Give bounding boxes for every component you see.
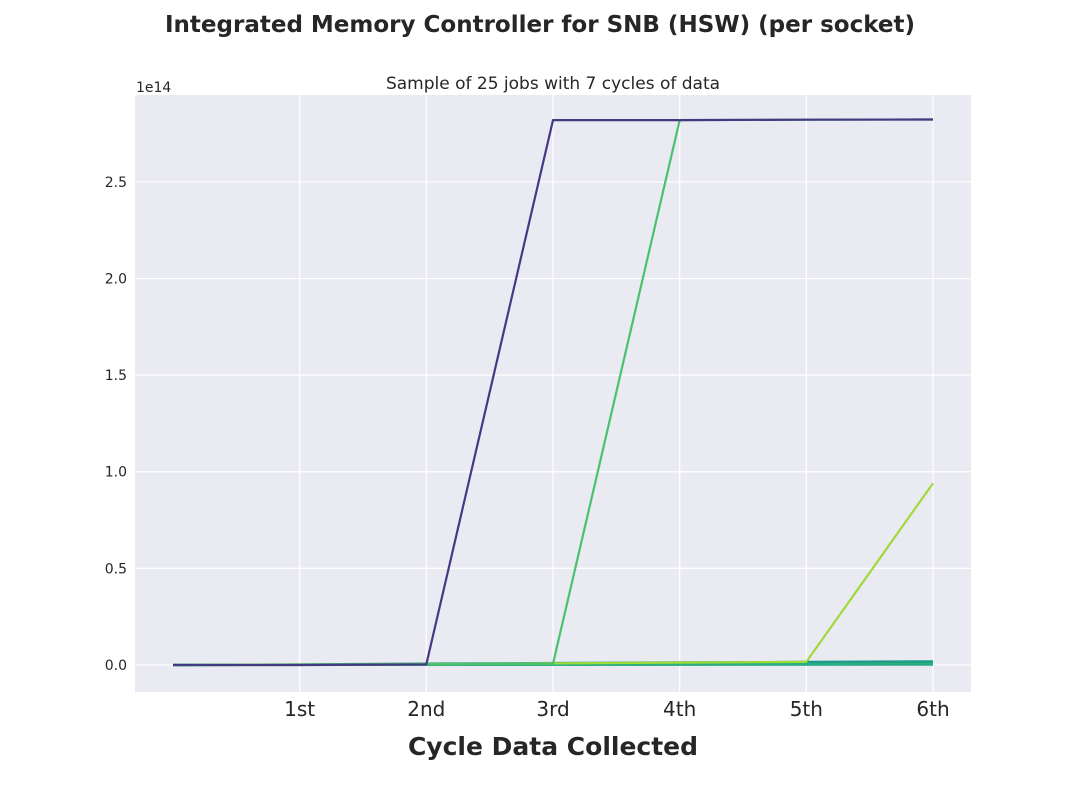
y-tick-label: 1.5 [105, 368, 127, 384]
y-tick-label: 1.0 [105, 465, 127, 481]
x-tick-label: 3rd [536, 697, 569, 721]
y-tick-labels: 0.0 0.5 1.0 1.5 2.0 2.5 [105, 175, 127, 674]
y-offset-text: 1e14 [136, 80, 171, 96]
x-tick-label: 2nd [407, 697, 445, 721]
x-axis-label: Cycle Data Collected [408, 732, 698, 761]
series-lines [172, 118, 934, 667]
y-tick-label: 2.0 [105, 272, 127, 288]
x-tick-label: 6th [916, 697, 949, 721]
x-tick-label: 5th [790, 697, 823, 721]
y-tick-label: 0.0 [105, 658, 127, 674]
figure-suptitle: Integrated Memory Controller for SNB (HS… [165, 12, 915, 38]
y-tick-label: 2.5 [105, 175, 127, 191]
series-line [173, 118, 934, 667]
x-tick-labels: 1st 2nd 3rd 4th 5th 6th [284, 697, 949, 721]
chart-title: Sample of 25 jobs with 7 cycles of data [386, 74, 720, 94]
y-tick-label: 0.5 [105, 561, 127, 577]
x-tick-label: 1st [284, 697, 315, 721]
x-tick-label: 4th [663, 697, 696, 721]
